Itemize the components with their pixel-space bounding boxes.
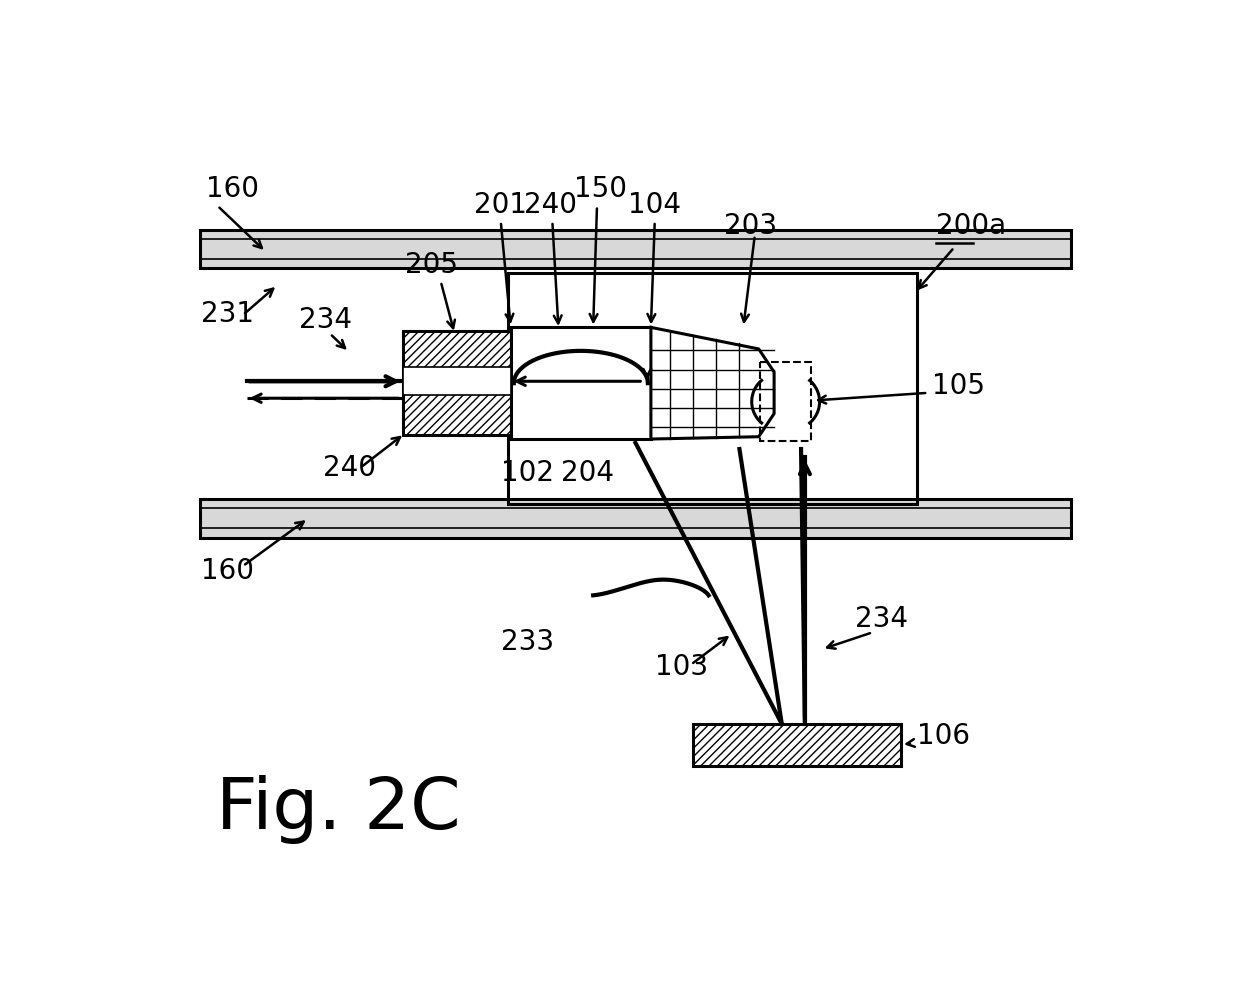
Bar (508, 274, 916, 505)
Text: 105: 105 (932, 371, 985, 399)
Polygon shape (651, 328, 774, 439)
Text: 103: 103 (655, 652, 708, 680)
Text: 240: 240 (322, 453, 376, 481)
Bar (511, 328, 651, 439)
Text: 234: 234 (856, 605, 909, 633)
Bar (760, 363, 811, 442)
Bar (201, 231, 1070, 269)
Bar (403, 368, 511, 396)
Text: 233: 233 (501, 628, 554, 656)
Bar (403, 332, 511, 435)
Text: 104: 104 (629, 191, 681, 219)
Text: 150: 150 (574, 176, 627, 204)
Text: 205: 205 (405, 251, 458, 279)
Text: 200a: 200a (936, 213, 1006, 240)
Text: 203: 203 (724, 213, 777, 240)
Bar (693, 724, 901, 766)
Text: 160: 160 (201, 556, 254, 584)
Text: Fig. 2C: Fig. 2C (216, 774, 460, 844)
Text: 106: 106 (916, 721, 970, 749)
Text: 231: 231 (201, 300, 254, 328)
Text: 160: 160 (206, 176, 259, 204)
Text: 240: 240 (525, 191, 578, 219)
Bar (201, 499, 1070, 538)
Text: 204: 204 (562, 458, 614, 486)
Text: 102: 102 (501, 458, 554, 486)
Text: 234: 234 (300, 306, 352, 334)
Text: 201: 201 (474, 191, 527, 219)
